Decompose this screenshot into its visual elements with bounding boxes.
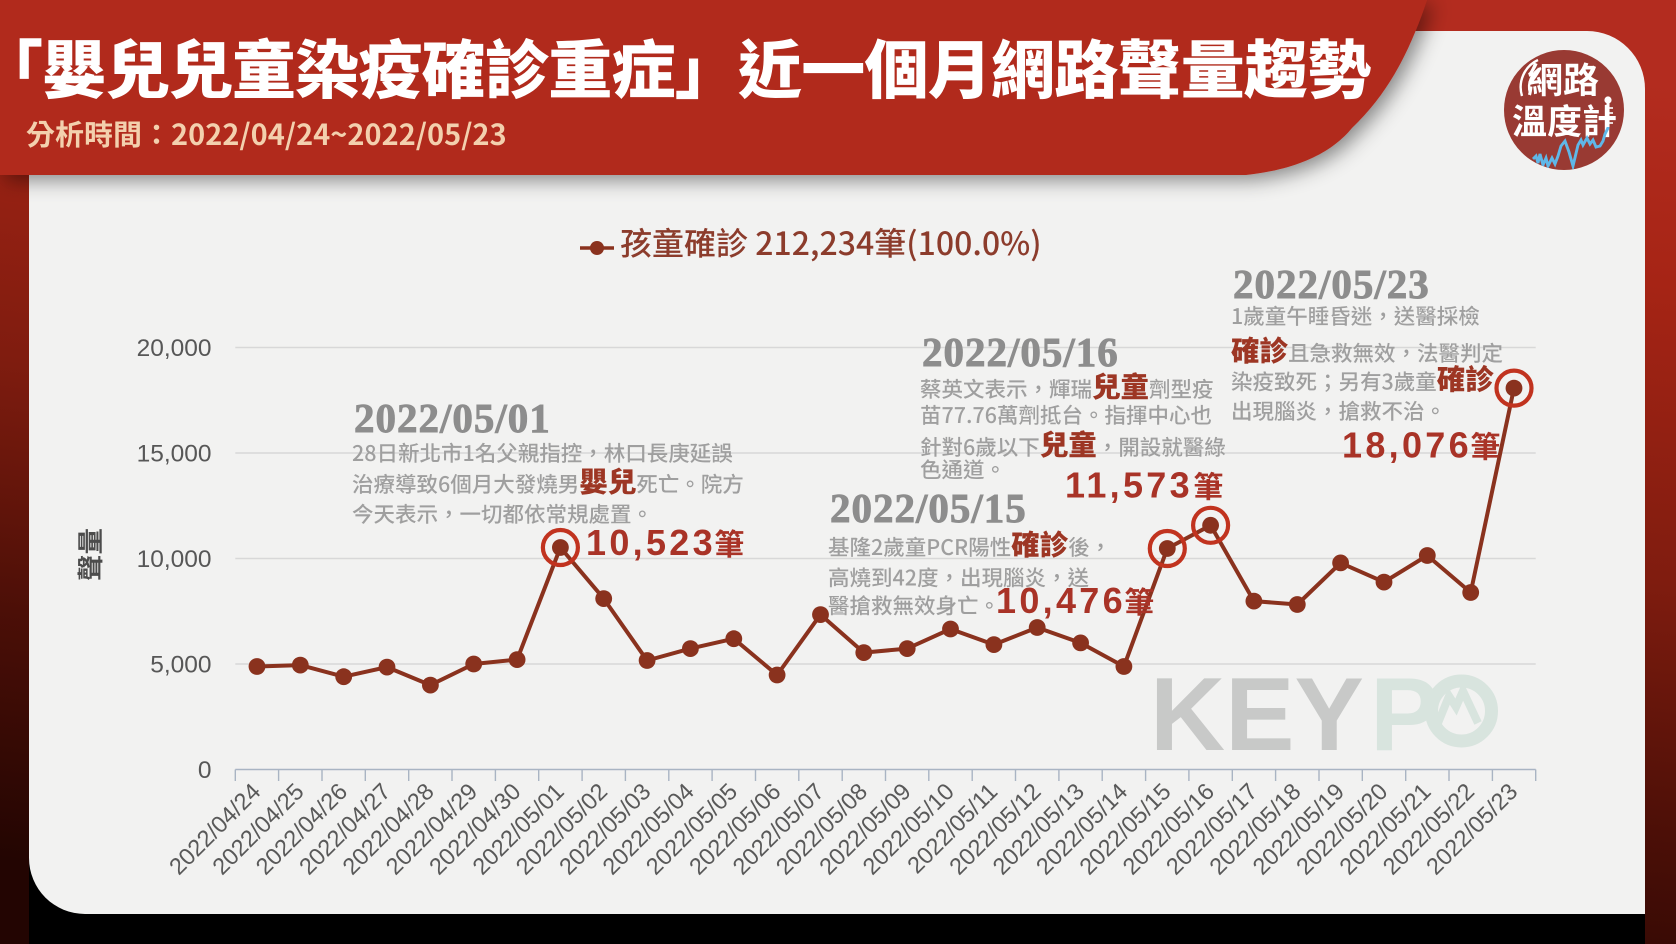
svg-text:0: 0 xyxy=(198,757,212,784)
svg-text:10,476: 10,476 xyxy=(996,580,1126,621)
svg-text:KEY: KEY xyxy=(1150,657,1364,773)
svg-text:10,000: 10,000 xyxy=(137,546,212,573)
svg-text:2022/05/15: 2022/05/15 xyxy=(830,485,1027,531)
svg-text:10,523: 10,523 xyxy=(586,522,716,563)
svg-text:2022/05/01: 2022/05/01 xyxy=(354,395,551,441)
svg-text:11,573: 11,573 xyxy=(1065,465,1193,506)
svg-text:5,000: 5,000 xyxy=(150,652,211,679)
svg-text:18,076: 18,076 xyxy=(1342,425,1472,466)
svg-text:2022/05/23: 2022/05/23 xyxy=(1233,261,1430,307)
svg-text:2022/05/16: 2022/05/16 xyxy=(922,329,1119,375)
svg-text:20,000: 20,000 xyxy=(137,335,212,362)
svg-text:15,000: 15,000 xyxy=(137,441,212,468)
